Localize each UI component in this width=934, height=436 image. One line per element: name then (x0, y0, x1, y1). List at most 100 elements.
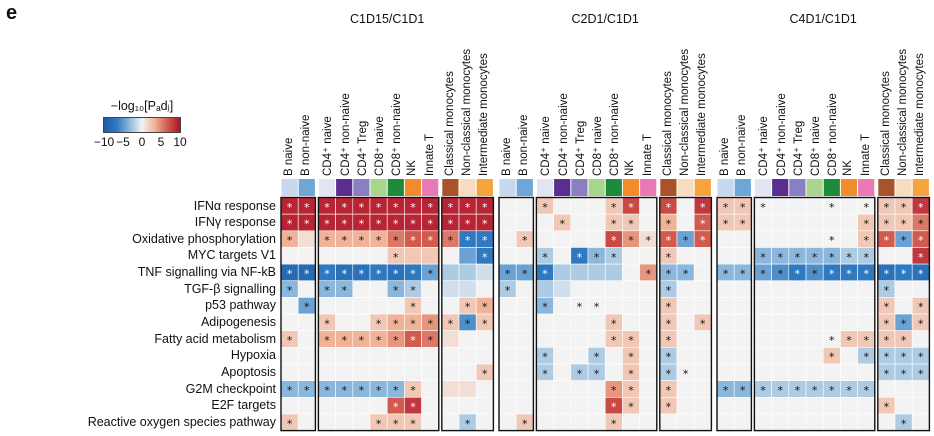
cell-type-swatch (677, 179, 694, 196)
heatmap-cell (369, 347, 388, 365)
significance-star: * (324, 317, 330, 330)
significance-star: * (666, 384, 672, 397)
heatmap-cell (877, 413, 896, 431)
heatmap-cell (771, 363, 790, 381)
heatmap-cell (280, 396, 299, 415)
heatmap-cell (570, 413, 589, 431)
heatmap-cell (280, 363, 299, 381)
significance-star: * (482, 317, 488, 330)
significance-star: * (884, 234, 890, 247)
heatmap-cell (788, 396, 807, 415)
significance-star: * (918, 217, 924, 230)
heatmap-cell (805, 197, 824, 215)
significance-star: * (482, 217, 488, 230)
heatmap-cell (604, 297, 623, 315)
significance-star: * (666, 234, 672, 247)
significance-star: * (740, 201, 746, 214)
legend-ticks: −10 −5 0 5 10 (94, 133, 188, 149)
heatmap-cell (754, 280, 772, 298)
heatmap-cell (822, 213, 841, 232)
heatmap-cell (788, 347, 807, 365)
heatmap-cell (676, 413, 695, 431)
significance-star: * (324, 384, 330, 397)
significance-star: * (376, 317, 382, 330)
heatmap-cell (604, 263, 623, 282)
significance-star: * (884, 401, 890, 414)
heatmap-cell (771, 313, 790, 331)
heatmap-cell (475, 347, 494, 365)
heatmap-cell (570, 263, 589, 282)
heatmap-cell (622, 263, 640, 282)
heatmap-cell (676, 213, 695, 232)
significance-star: * (628, 201, 634, 214)
heatmap-cell (280, 247, 299, 265)
significance-star: * (393, 284, 399, 297)
significance-star: * (863, 334, 869, 347)
significance-star: * (884, 284, 890, 297)
heatmap-cell (587, 396, 606, 415)
heatmap-cell (822, 297, 841, 315)
significance-star: * (594, 367, 600, 380)
heatmap-cell (297, 363, 316, 381)
heatmap-cell (441, 247, 460, 265)
significance-star: * (376, 267, 382, 280)
significance-star: * (410, 284, 416, 297)
heatmap-cell (553, 396, 572, 415)
significance-star: * (918, 367, 924, 380)
heatmap-cell (536, 213, 554, 232)
legend-tick: −5 (116, 135, 130, 149)
heatmap-cell (622, 313, 640, 331)
group-title: C1D15/C1D1 (350, 12, 425, 26)
significance-star: * (465, 217, 471, 230)
heatmap-cell (498, 247, 517, 265)
heatmap-cell (318, 413, 336, 431)
significance-star: * (465, 201, 471, 214)
significance-star: * (884, 301, 890, 314)
heatmap-cell (693, 413, 712, 431)
heatmap-cell (297, 313, 316, 331)
legend-title: −log₁₀[Pₐdⱼ] (110, 99, 174, 113)
significance-star: * (324, 267, 330, 280)
significance-star: * (795, 251, 801, 264)
significance-star: * (723, 267, 729, 280)
heatmap-cell (458, 363, 477, 381)
heatmap-cell (805, 363, 824, 381)
significance-star: * (542, 367, 548, 380)
row-label: Adipogenesis (200, 315, 276, 330)
heatmap-cell (840, 413, 858, 431)
heatmap-cell (754, 413, 772, 431)
significance-star: * (324, 234, 330, 247)
significance-star: * (393, 317, 399, 330)
heatmap-cell (822, 280, 841, 298)
significance-star: * (918, 251, 924, 264)
significance-star: * (482, 251, 488, 264)
heatmap-cell (639, 396, 658, 415)
heatmap-cell (515, 380, 534, 398)
heatmap-cell (733, 313, 752, 331)
cell-type-swatch (789, 179, 806, 196)
heatmap-cell (639, 347, 658, 365)
significance-star: * (846, 251, 852, 264)
significance-star: * (829, 234, 835, 247)
heatmap-cell (335, 413, 354, 431)
heatmap-cell (318, 297, 336, 315)
significance-star: * (448, 217, 454, 230)
heatmap-cell (441, 280, 460, 298)
heatmap-cell (771, 413, 790, 431)
heatmap-cell (404, 363, 422, 381)
heatmap-cell (733, 363, 752, 381)
significance-star: * (884, 201, 890, 214)
heatmap-cell (822, 313, 841, 331)
heatmap-cell (280, 313, 299, 331)
heatmap-cell (733, 347, 752, 365)
heatmap-cell (771, 396, 790, 415)
cell-type-swatch (459, 179, 476, 196)
heatmap-cell (352, 363, 371, 381)
significance-star: * (846, 384, 852, 397)
significance-star: * (304, 267, 310, 280)
cell-type-swatch (717, 179, 734, 196)
row-label: Fatty acid metabolism (154, 331, 276, 346)
heatmap-cell (771, 280, 790, 298)
significance-star: * (884, 367, 890, 380)
significance-star: * (359, 234, 365, 247)
